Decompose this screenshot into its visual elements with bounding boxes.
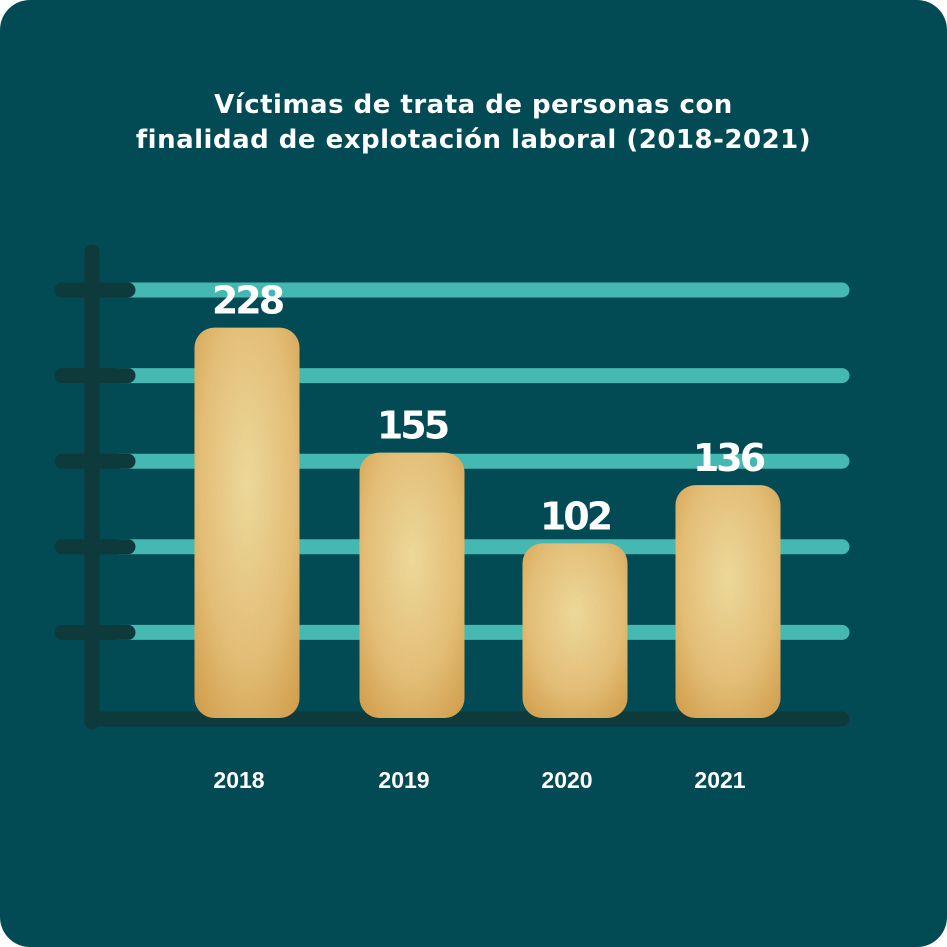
chart-title-line-1: Víctimas de trata de personas con xyxy=(214,90,733,120)
bars xyxy=(194,327,781,718)
x-tick-label-2020: 2020 xyxy=(541,767,592,793)
value-label-2020: 102 xyxy=(540,494,611,538)
value-label-2019: 155 xyxy=(377,404,448,448)
value-label-2021: 136 xyxy=(693,436,765,480)
axes xyxy=(54,244,850,730)
value-labels: 228 155 102 136 xyxy=(212,279,768,539)
x-tick-label-2018: 2018 xyxy=(213,767,264,793)
bar-2021 xyxy=(675,485,781,718)
bar-2018 xyxy=(194,327,300,718)
bar-2019 xyxy=(359,452,465,718)
value-label-2018: 228 xyxy=(212,279,284,323)
x-tick-label-2019: 2019 xyxy=(378,767,429,793)
x-tick-labels: 2018 2019 2020 2021 xyxy=(213,767,745,793)
chart-title-line-2: finalidad de explotación laboral (2018-2… xyxy=(135,125,812,155)
chart-title: Víctimas de trata de personas con finali… xyxy=(0,88,947,158)
bar-2020 xyxy=(522,543,628,718)
x-tick-label-2021: 2021 xyxy=(694,767,745,793)
